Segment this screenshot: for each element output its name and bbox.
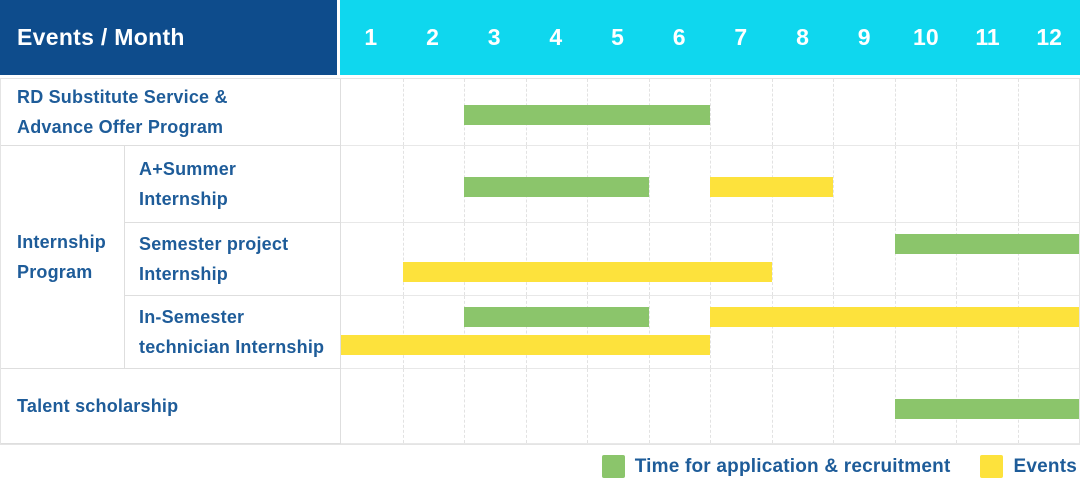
gantt-bar-application-recruitment: [464, 105, 710, 125]
gantt-bar-application-recruitment: [894, 399, 1079, 419]
row-label-rd-substitute-service: RD Substitute Service & Advance Offer Pr…: [1, 79, 341, 146]
month-header-row: 1 2 3 4 5 6 7 8 9 10 11 12: [340, 0, 1080, 75]
legend-item: Events: [980, 455, 1077, 478]
legend-label: Events: [1013, 455, 1077, 477]
group-label-line: Internship: [17, 232, 107, 252]
row-label-line: Talent scholarship: [17, 396, 179, 416]
month-gridline: [587, 223, 588, 295]
month-header-cell: 12: [1036, 24, 1062, 50]
gantt-bar-events: [402, 262, 772, 282]
month-gridline: [771, 79, 773, 145]
month-gridline: [464, 223, 465, 295]
month-header-cell: 7: [734, 24, 748, 50]
month-gridline: [956, 79, 957, 145]
header-divider: [337, 0, 340, 75]
gantt-bar-application-recruitment: [894, 234, 1079, 254]
events-month-header-cell: Events / Month: [0, 0, 337, 75]
month-header-cell: 3: [487, 24, 501, 50]
row-label-line: Internship: [139, 189, 229, 209]
month-gridline: [525, 369, 527, 443]
row-label-a-plus-summer-internship: A+Summer Internship: [125, 146, 341, 223]
month-gridline: [894, 79, 896, 145]
month-header-cell: 10: [913, 24, 939, 50]
gantt-table: RD Substitute Service & Advance Offer Pr…: [0, 78, 1080, 445]
row-label-line: Advance Offer Program: [17, 117, 224, 137]
month-gridline: [587, 369, 588, 443]
chart-row-in-semester-technician-internship: [341, 296, 1079, 369]
month-gridline: [464, 369, 465, 443]
chart-row-semester-project-internship: [341, 223, 1079, 296]
month-gridline: [710, 79, 711, 145]
month-header-cell: 9: [857, 24, 871, 50]
month-gridline: [771, 223, 773, 295]
row-label-line: technician Internship: [139, 337, 325, 357]
gantt-bar-application-recruitment: [464, 177, 649, 197]
row-label-semester-project-internship: Semester project Internship: [125, 223, 341, 296]
gantt-bar-events: [710, 307, 1079, 327]
row-label-line: Semester project: [139, 234, 289, 254]
month-gridline: [833, 146, 834, 222]
legend-item: Time for application & recruitment: [601, 455, 951, 478]
month-gridline: [648, 146, 650, 222]
row-label-line: In-Semester: [139, 307, 245, 327]
legend: Time for application & recruitment Events: [601, 455, 1077, 478]
month-gridline: [710, 223, 711, 295]
gantt-bar-events: [710, 177, 833, 197]
month-header-cell: 2: [426, 24, 439, 50]
month-gridline: [833, 369, 834, 443]
chart-row-talent-scholarship: [341, 369, 1079, 444]
row-label-talent-scholarship: Talent scholarship: [1, 369, 341, 444]
table-header-row: Events / Month 1 2 3 4 5 6 7 8 9 10 11 12: [0, 0, 1080, 75]
month-header-cell: 4: [549, 24, 563, 50]
row-label-line: A+Summer: [139, 159, 237, 179]
gantt-bar-events: [341, 335, 710, 355]
month-gridline: [771, 369, 773, 443]
header-title: Events / Month: [17, 24, 185, 50]
month-gridline: [648, 369, 650, 443]
legend-label: Time for application & recruitment: [634, 455, 951, 477]
month-header-cell: 6: [672, 24, 686, 50]
month-gridline: [833, 79, 834, 145]
month-gridline: [402, 146, 404, 222]
month-gridline: [833, 223, 834, 295]
group-label-line: Program: [17, 262, 93, 282]
month-gridline: [1017, 79, 1019, 145]
month-header-cell: 5: [611, 24, 624, 50]
month-gridline: [402, 369, 404, 443]
month-gridline: [402, 296, 404, 368]
month-gridline: [648, 223, 650, 295]
gantt-bar-application-recruitment: [464, 307, 649, 327]
legend-swatch-green: [601, 455, 625, 478]
month-gridline: [648, 296, 650, 368]
month-gridline: [956, 146, 957, 222]
month-gridline: [894, 146, 896, 222]
month-gridline: [402, 223, 404, 295]
month-header-cell: 1: [364, 24, 378, 50]
month-gridline: [710, 369, 711, 443]
group-label-internship-program: Internship Program: [1, 146, 125, 369]
month-gridline: [1017, 146, 1019, 222]
month-header-cell: 8: [796, 24, 809, 50]
row-label-line: RD Substitute Service &: [17, 87, 228, 107]
month-gridline: [525, 223, 527, 295]
chart-row-a-plus-summer-internship: [341, 146, 1079, 223]
month-gridline: [402, 79, 404, 145]
month-header-cell: 11: [975, 24, 1000, 50]
chart-row-rd-substitute-service: [341, 79, 1079, 146]
row-label-in-semester-technician-internship: In-Semester technician Internship: [125, 296, 341, 369]
row-label-line: Internship: [139, 264, 229, 284]
legend-swatch-yellow: [980, 455, 1004, 478]
